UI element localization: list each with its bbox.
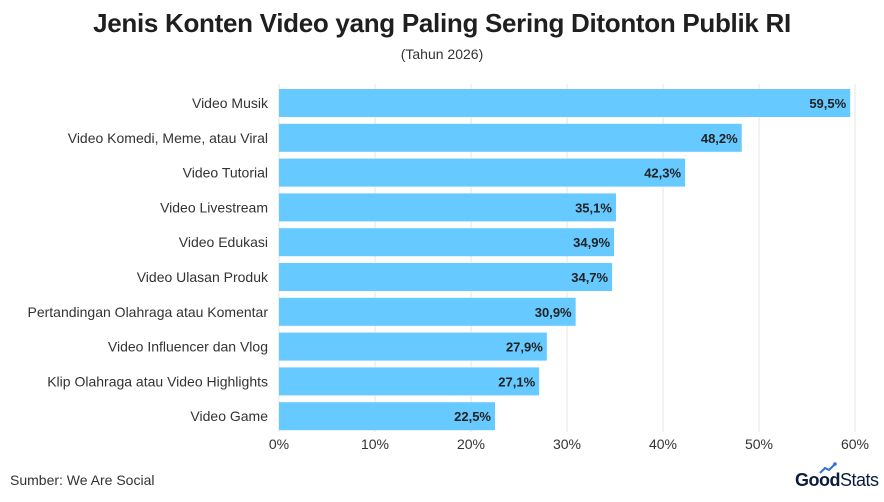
x-tick-label: 60% — [841, 436, 869, 452]
goodstats-logo: GoodStats — [795, 462, 879, 491]
category-labels: Video Musik Video Komedi, Meme, atau Vira… — [28, 95, 269, 424]
value-label: 42,3% — [644, 166, 681, 181]
trend-arrow-icon — [819, 462, 837, 474]
source-note: Sumber: We Are Social — [10, 472, 155, 488]
bar — [279, 332, 547, 361]
x-tick-label: 40% — [649, 436, 677, 452]
category-label: Video Edukasi — [179, 234, 268, 250]
value-label: 30,9% — [535, 305, 572, 320]
value-label: 48,2% — [701, 131, 738, 146]
category-label: Video Tutorial — [183, 165, 268, 181]
value-label: 34,9% — [573, 235, 610, 250]
bar — [279, 297, 576, 326]
category-label: Video Komedi, Meme, atau Viral — [68, 130, 268, 146]
value-labels: 59,5% 48,2% 42,3% 35,1% 34,9% 34,7% 30,9% 27,9%… — [454, 96, 847, 424]
category-label: Video Influencer dan Vlog — [108, 339, 268, 355]
bar — [279, 158, 686, 187]
value-label: 22,5% — [454, 409, 491, 424]
bar — [279, 123, 742, 152]
category-label: Video Ulasan Produk — [137, 269, 269, 285]
category-label: Video Livestream — [160, 199, 268, 215]
value-label: 27,9% — [506, 340, 543, 355]
bar — [279, 367, 540, 396]
x-tick-label: 20% — [457, 436, 485, 452]
chart-subtitle: (Tahun 2026) — [400, 46, 484, 62]
logo-stats-text: Stats — [840, 470, 879, 490]
x-axis-ticks: 0% 10% 20% 30% 40% 50% 60% — [269, 436, 869, 452]
category-label: Pertandingan Olahraga atau Komentar — [28, 304, 269, 320]
category-label: Video Musik — [192, 95, 269, 111]
bars — [279, 89, 851, 431]
bar — [279, 193, 616, 222]
value-label: 34,7% — [571, 270, 608, 285]
value-label: 35,1% — [575, 200, 612, 215]
bar — [279, 402, 495, 431]
value-label: 59,5% — [809, 96, 846, 111]
bar — [279, 263, 613, 291]
x-tick-label: 10% — [361, 436, 389, 452]
bar — [279, 89, 851, 117]
category-label: Video Game — [190, 408, 268, 424]
logo-good-text: Good — [795, 470, 841, 490]
category-label: Klip Olahraga atau Video Highlights — [47, 373, 268, 389]
x-tick-label: 50% — [745, 436, 773, 452]
bar — [279, 228, 615, 257]
x-tick-label: 30% — [553, 436, 581, 452]
x-tick-label: 0% — [269, 436, 289, 452]
chart-title: Jenis Konten Video yang Paling Sering Di… — [93, 8, 791, 38]
value-label: 27,1% — [498, 374, 535, 389]
